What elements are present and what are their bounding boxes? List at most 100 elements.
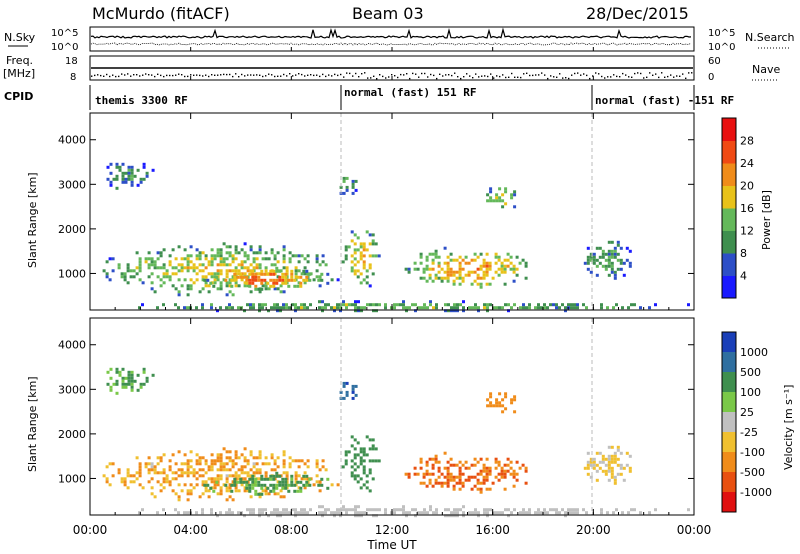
velocity-cell: [583, 466, 587, 470]
velocity-cell: [452, 475, 456, 479]
power-cell: [267, 287, 271, 291]
date-title: 28/Dec/2015: [586, 4, 689, 23]
nave-point: [550, 75, 552, 77]
velocity-cell: [189, 483, 193, 487]
velocity-cell: [491, 481, 495, 485]
power-cell: [294, 266, 298, 270]
power-cell: [342, 179, 346, 183]
nave-point: [91, 75, 93, 77]
power-cell: [237, 284, 241, 288]
velocity-cell: [506, 469, 510, 473]
power-cell: [234, 257, 238, 261]
velocity-cell: [234, 456, 238, 460]
velocity-cell: [512, 469, 516, 473]
nave-point: [571, 74, 573, 76]
power-cell: [207, 284, 211, 288]
velocity-cell: [492, 511, 495, 515]
velocity-cell: [434, 457, 438, 461]
power-cell: [305, 278, 309, 282]
power-cell: [506, 252, 510, 256]
power-cell: [333, 306, 336, 310]
velocity-cell: [350, 471, 354, 475]
velocity-cell: [357, 505, 360, 509]
power-cell: [473, 279, 477, 283]
power-cell: [423, 306, 426, 310]
power-cell: [348, 303, 351, 307]
power-cell: [264, 251, 268, 255]
power-cell: [359, 251, 363, 255]
velocity-cell: [201, 456, 205, 460]
nave-point: [283, 73, 285, 76]
range-tick-label: 1000: [58, 472, 86, 485]
velocity-cell: [357, 511, 360, 515]
nave-point: [691, 72, 693, 74]
power-cell: [159, 266, 163, 270]
noise-right-tick-bottom: 10^0: [708, 42, 735, 53]
velocity-cell: [368, 459, 372, 463]
velocity-cell: [258, 477, 262, 481]
velocity-cell: [447, 514, 450, 518]
velocity-cell: [462, 511, 465, 515]
power-cell: [504, 187, 508, 191]
power-cell: [255, 266, 259, 270]
velocity-colorbar-frame: [721, 331, 737, 513]
nave-point: [457, 76, 459, 78]
power-cell: [245, 275, 249, 279]
power-cell: [595, 264, 599, 268]
velocity-cell: [222, 483, 226, 487]
power-cell: [431, 267, 435, 271]
power-cell: [504, 202, 508, 206]
power-cell: [195, 272, 199, 276]
velocity-cell: [500, 469, 504, 473]
velocity-cell: [138, 465, 142, 469]
power-cell: [425, 279, 429, 283]
power-cell: [509, 267, 513, 271]
velocity-cell: [123, 477, 127, 481]
power-cell: [422, 267, 426, 271]
velocity-cell: [543, 511, 546, 515]
velocity-cell: [308, 483, 312, 487]
velocity-cell: [414, 514, 417, 518]
power-cell: [393, 303, 396, 307]
power-cell: [273, 306, 276, 310]
power-cell: [243, 281, 247, 285]
velocity-cell: [607, 454, 611, 458]
power-cell: [321, 306, 324, 310]
velocity-cell: [230, 483, 234, 487]
velocity-cell: [264, 492, 268, 496]
velocity-cell: [243, 447, 247, 451]
nave-point: [649, 72, 651, 74]
power-cell: [225, 245, 229, 249]
velocity-cell: [360, 511, 363, 515]
velocity-cell: [612, 511, 615, 515]
power-cell: [489, 187, 493, 191]
power-cell: [576, 303, 579, 307]
velocity-cell: [219, 477, 223, 481]
power-cell: [595, 246, 599, 250]
power-cell: [543, 306, 546, 310]
nave-point: [613, 74, 615, 76]
velocity-cell: [619, 472, 623, 476]
power-cell: [201, 269, 205, 273]
velocity-cell: [362, 447, 366, 451]
power-cell: [543, 303, 546, 307]
velocity-cell: [354, 508, 357, 512]
velocity-cell: [288, 465, 292, 469]
nave-point: [586, 74, 588, 77]
power-cell: [625, 258, 629, 262]
power-cell: [482, 273, 486, 277]
power-cell: [180, 284, 184, 288]
velocity-cell: [121, 367, 125, 371]
velocity-cell: [425, 469, 429, 473]
power-cell: [479, 276, 483, 280]
velocity-cell: [573, 508, 576, 512]
power-cell: [105, 272, 109, 276]
power-cell: [127, 171, 131, 175]
power-cell: [285, 306, 288, 310]
nave-point: [175, 74, 177, 76]
velocity-cell: [186, 468, 190, 472]
velocity-cell: [213, 462, 217, 466]
power-cell: [537, 306, 540, 310]
velocity-cell: [291, 459, 295, 463]
velocity-cell: [345, 393, 349, 397]
